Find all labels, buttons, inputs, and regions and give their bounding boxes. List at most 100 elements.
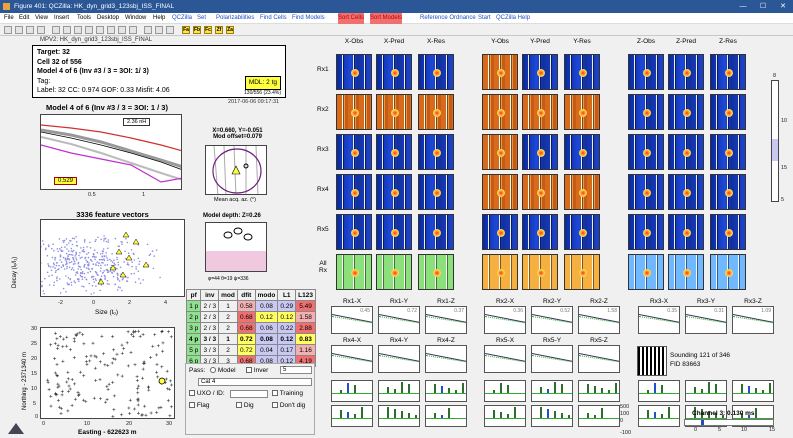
- channel-slider-thumb[interactable]: [701, 420, 704, 425]
- rx-decay-plot[interactable]: 1.58: [578, 306, 620, 334]
- grid-tile[interactable]: [482, 174, 518, 210]
- rx-bar-plot[interactable]: [578, 405, 620, 427]
- rx-bar-plot[interactable]: [425, 405, 467, 427]
- menu-file[interactable]: File: [4, 15, 14, 21]
- rx-bar-plot[interactable]: [484, 380, 526, 402]
- rx-decay-plot[interactable]: [378, 345, 420, 373]
- grid-tile[interactable]: [522, 54, 558, 90]
- grid-tile[interactable]: [522, 214, 558, 250]
- rx-bar-plot[interactable]: [685, 380, 727, 402]
- grid-tile[interactable]: [564, 94, 600, 130]
- save-icon[interactable]: [26, 26, 34, 34]
- grid-tile[interactable]: [710, 214, 746, 250]
- menu-edit[interactable]: Edit: [19, 15, 30, 21]
- grid-tile[interactable]: [336, 254, 372, 290]
- colorbar[interactable]: [771, 80, 779, 202]
- legend-icon[interactable]: [155, 26, 163, 34]
- grid-tile[interactable]: [418, 254, 454, 290]
- menu-desktop[interactable]: Desktop: [97, 15, 120, 21]
- uxo-id-field[interactable]: [230, 390, 268, 398]
- grid-tile[interactable]: [564, 254, 600, 290]
- pass-count-field[interactable]: 5: [280, 366, 312, 374]
- grid-tile[interactable]: [482, 254, 518, 290]
- brush-icon[interactable]: [118, 26, 126, 34]
- menu-polarizabilities[interactable]: Polarizabilities: [216, 15, 255, 21]
- grid-tile[interactable]: [418, 174, 454, 210]
- uxo-checkbox[interactable]: UXO / ID:: [189, 390, 225, 397]
- fc-button[interactable]: Fc: [204, 26, 212, 34]
- model-radio[interactable]: Model: [210, 367, 236, 374]
- grid-tile[interactable]: [668, 94, 704, 130]
- grid-tile[interactable]: [418, 214, 454, 250]
- menu-find-cells[interactable]: Find Cells: [260, 15, 287, 21]
- grid-tile[interactable]: [564, 214, 600, 250]
- menu-find-models[interactable]: Find Models: [292, 15, 325, 21]
- training-checkbox[interactable]: Training: [272, 390, 303, 397]
- grid-tile[interactable]: [628, 254, 664, 290]
- col-dfit[interactable]: dfit: [236, 289, 256, 301]
- flag-checkbox[interactable]: Flag: [189, 402, 209, 409]
- rx-bar-plot[interactable]: [531, 405, 573, 427]
- grid-tile[interactable]: [336, 134, 372, 170]
- menu-tools[interactable]: Tools: [77, 15, 92, 21]
- rx-bar-plot[interactable]: [732, 380, 774, 402]
- grid-tile[interactable]: [628, 134, 664, 170]
- grid-tile[interactable]: [564, 174, 600, 210]
- rx-bar-plot[interactable]: [331, 380, 373, 402]
- grid-tile[interactable]: [628, 174, 664, 210]
- menu-sort-cells[interactable]: Sort Cells: [338, 13, 365, 24]
- menu-set[interactable]: Set: [197, 15, 207, 21]
- fa-button[interactable]: Fa: [182, 26, 190, 34]
- grid-tile[interactable]: [522, 254, 558, 290]
- rx-decay-plot[interactable]: 0.36: [484, 306, 526, 334]
- menu-start[interactable]: Start: [478, 15, 491, 21]
- rx-decay-plot[interactable]: [331, 345, 373, 373]
- menu-qczilla[interactable]: QCZilla: [172, 15, 193, 21]
- grid-tile[interactable]: [482, 214, 518, 250]
- close-button[interactable]: ✕: [780, 3, 786, 10]
- rx-decay-plot[interactable]: 0.31: [685, 306, 727, 334]
- grid-tile[interactable]: [482, 134, 518, 170]
- dont-dig-checkbox[interactable]: Don't dig: [272, 402, 305, 409]
- rx-bar-plot[interactable]: [531, 380, 573, 402]
- col-l1[interactable]: L1: [277, 289, 297, 301]
- grid-tile[interactable]: [418, 94, 454, 130]
- rx-decay-plot[interactable]: [578, 345, 620, 373]
- menu-qczilla-help[interactable]: QCZilla Help: [496, 15, 531, 21]
- link-icon[interactable]: [129, 26, 137, 34]
- zoom-out-icon[interactable]: [74, 26, 82, 34]
- zf-button[interactable]: Zf: [215, 26, 223, 34]
- grid-tile[interactable]: [668, 174, 704, 210]
- print-icon[interactable]: [37, 26, 45, 34]
- grid-tile[interactable]: [564, 54, 600, 90]
- grid-tile[interactable]: [628, 94, 664, 130]
- minimize-button[interactable]: —: [739, 3, 747, 10]
- rx-bar-plot[interactable]: [638, 405, 680, 427]
- category-field[interactable]: Cat 4: [198, 378, 312, 386]
- menu-insert[interactable]: Insert: [54, 15, 70, 21]
- zoom-in-icon[interactable]: [63, 26, 71, 34]
- rx-decay-plot[interactable]: 0.35: [638, 306, 680, 334]
- grid-tile[interactable]: [376, 174, 412, 210]
- grid-tile[interactable]: [710, 134, 746, 170]
- col-mod[interactable]: mod: [218, 289, 238, 301]
- rx-bar-plot[interactable]: [578, 380, 620, 402]
- arrow-icon[interactable]: [52, 26, 60, 34]
- grid-tile[interactable]: [668, 54, 704, 90]
- maximize-button[interactable]: ☐: [759, 3, 767, 10]
- colorbar-icon[interactable]: [144, 26, 152, 34]
- grid-tile[interactable]: [482, 94, 518, 130]
- rx-decay-plot[interactable]: [484, 345, 526, 373]
- grid-tile[interactable]: [628, 214, 664, 250]
- inver-checkbox[interactable]: Inver: [246, 367, 268, 374]
- grid-tile[interactable]: [668, 214, 704, 250]
- grid-tile[interactable]: [668, 254, 704, 290]
- grid-tile[interactable]: [376, 134, 412, 170]
- rx-decay-plot[interactable]: [531, 345, 573, 373]
- grid-tile[interactable]: [710, 254, 746, 290]
- grid-tile[interactable]: [336, 214, 372, 250]
